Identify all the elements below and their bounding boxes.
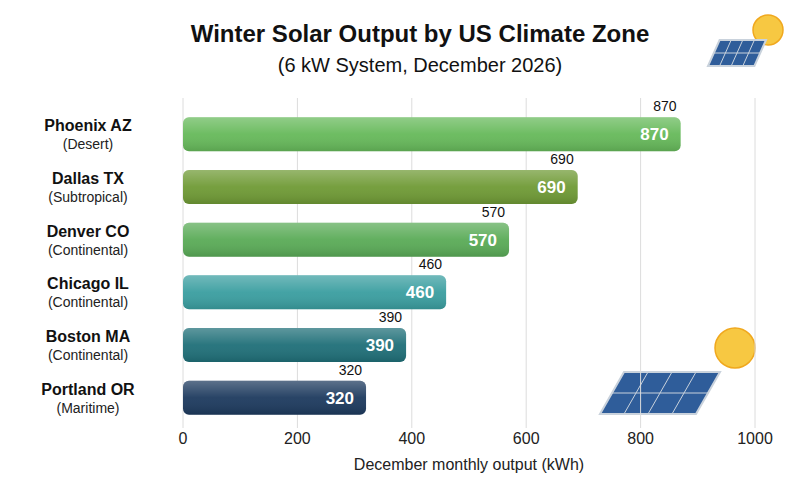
bar-shine xyxy=(183,223,509,257)
chart-svg: Winter Solar Output by US Climate Zone (6… xyxy=(0,0,800,486)
bar-shine xyxy=(183,328,406,362)
grid xyxy=(183,98,755,428)
zone-label: (Continental) xyxy=(48,294,128,310)
data-label-above: 320 xyxy=(339,362,363,378)
x-axis-title: December monthly output (kWh) xyxy=(354,456,584,473)
data-label-above: 460 xyxy=(419,256,443,272)
category-label: Portland OR xyxy=(41,381,135,398)
data-label-inside: 690 xyxy=(537,178,565,197)
category-label: Phoenix AZ xyxy=(44,117,132,134)
data-label-inside: 570 xyxy=(469,231,497,250)
data-label-above: 390 xyxy=(379,309,403,325)
zone-label: (Continental) xyxy=(48,242,128,258)
sun-icon xyxy=(715,328,755,368)
category-label: Dallas TX xyxy=(52,170,124,187)
panel-line xyxy=(612,393,708,394)
bar-shine xyxy=(183,275,446,309)
bar-shine xyxy=(183,170,578,204)
tick-label: 600 xyxy=(513,430,540,447)
data-label-inside: 460 xyxy=(406,283,434,302)
subtitle: (6 kW System, December 2026) xyxy=(278,54,563,76)
category-label: Denver CO xyxy=(47,223,130,240)
bar xyxy=(183,328,406,362)
bar xyxy=(183,223,509,257)
decoration xyxy=(600,15,783,414)
bar xyxy=(183,170,578,204)
data-label-inside: 390 xyxy=(366,336,394,355)
tick-label: 800 xyxy=(627,430,654,447)
bar xyxy=(183,117,681,151)
tick-label: 1000 xyxy=(737,430,773,447)
zone-label: (Continental) xyxy=(48,347,128,363)
title: Winter Solar Output by US Climate Zone xyxy=(191,20,649,47)
category-label: Chicago IL xyxy=(47,275,129,292)
zone-label: (Subtropical) xyxy=(48,189,127,205)
bars xyxy=(183,117,681,414)
bar xyxy=(183,275,446,309)
grid-line xyxy=(755,98,756,428)
data-label-above: 870 xyxy=(653,98,677,114)
tick-label: 200 xyxy=(284,430,311,447)
data-label-inside: 320 xyxy=(326,389,354,408)
tick-label: 400 xyxy=(398,430,425,447)
zone-label: (Desert) xyxy=(63,136,114,152)
tick-label: 0 xyxy=(179,430,188,447)
panel-icon xyxy=(600,372,720,414)
bar xyxy=(183,381,366,415)
panel-icon xyxy=(708,40,766,66)
bar-shine xyxy=(183,381,366,415)
category-label: Boston MA xyxy=(46,328,131,345)
zone-label: (Maritime) xyxy=(57,400,120,416)
labels: Phoenix AZ (Desert) 870 870 Dallas TX (Subtro… xyxy=(41,98,677,415)
grid-line xyxy=(183,98,184,428)
data-label-above: 570 xyxy=(482,204,506,220)
chart-container: Winter Solar Output by US Climate Zone (6… xyxy=(0,0,800,486)
bar-shine xyxy=(183,117,681,151)
data-label-above: 690 xyxy=(550,151,574,167)
data-label-inside: 870 xyxy=(640,125,668,144)
panel-line xyxy=(714,53,760,54)
